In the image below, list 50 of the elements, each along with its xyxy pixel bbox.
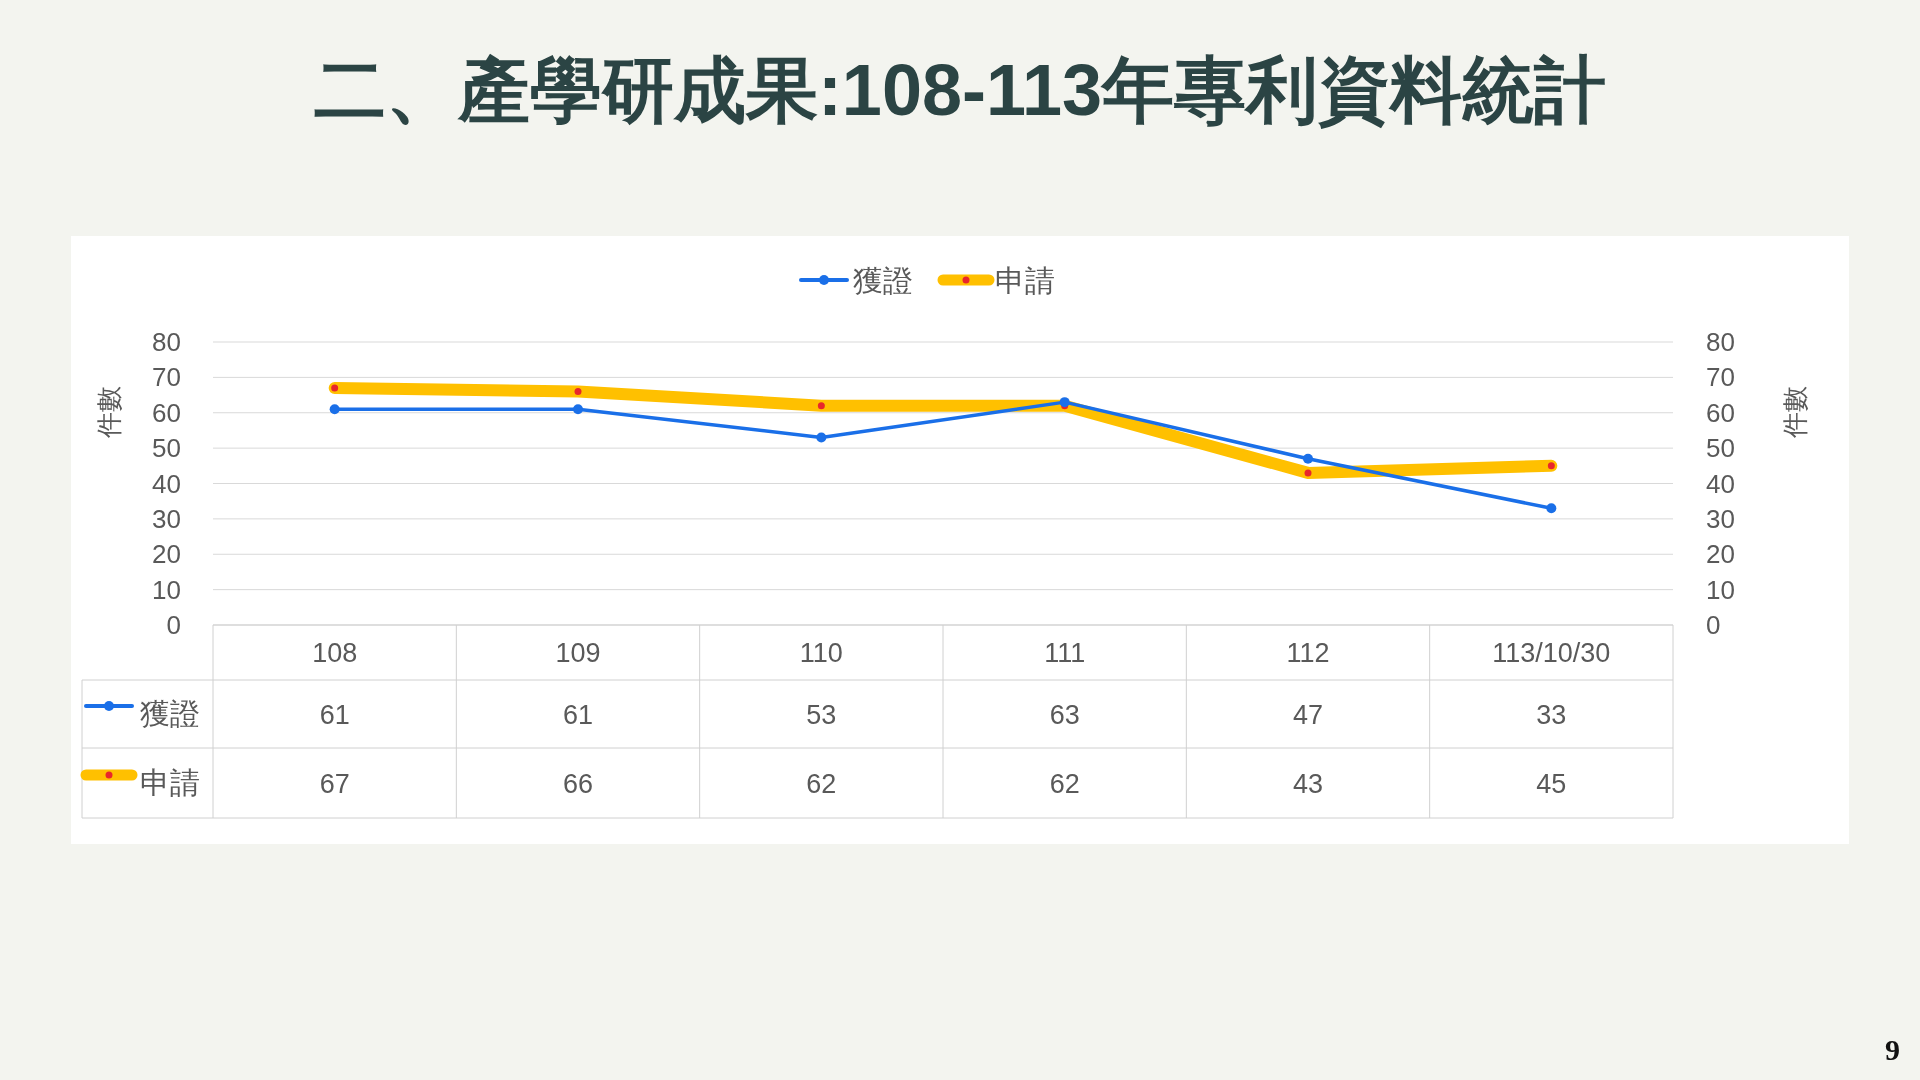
point: [1546, 503, 1557, 514]
data-label: 67: [319, 769, 350, 799]
y-tick-label: 60: [152, 397, 181, 428]
x-tick-label: 111: [1044, 638, 1086, 668]
y2-tick-label: 60: [1706, 397, 1735, 428]
legend-label: 申請: [995, 263, 1055, 298]
data-label: 62: [806, 769, 837, 799]
point: [1303, 453, 1313, 464]
y2-tick-label: 30: [1706, 503, 1735, 534]
y-tick-label: 70: [152, 362, 181, 393]
text: 申請: [140, 765, 200, 800]
x-tick-label: 113/10/30: [1492, 638, 1611, 668]
legend-label: 獲證: [853, 263, 913, 298]
y2-tick-label: 80: [1706, 327, 1735, 357]
y2-tick-label: 20: [1706, 539, 1735, 570]
text: 9: [1885, 1033, 1900, 1066]
data-label: 45: [1536, 769, 1567, 799]
y-tick-label: 80: [152, 327, 181, 357]
y2-axis-title: 件數: [1780, 386, 1810, 438]
y2-tick-label: 0: [1706, 610, 1721, 640]
x-tick-label: 112: [1286, 638, 1330, 668]
data-label: 33: [1536, 700, 1567, 730]
y-tick-label: 0: [166, 610, 181, 640]
x-tick-label: 110: [799, 638, 843, 668]
y2-tick-label: 50: [1706, 433, 1735, 464]
text: 獲證: [140, 696, 200, 731]
data-label: 63: [1049, 700, 1080, 730]
data-label: 66: [562, 769, 594, 799]
data-label: 61: [319, 700, 350, 730]
point: [1059, 397, 1070, 408]
y2-tick-label: 10: [1706, 574, 1735, 605]
point: [816, 432, 827, 443]
data-label: 61: [562, 700, 594, 730]
point: [329, 404, 340, 415]
y-tick-label: 50: [152, 433, 181, 464]
data-label: 53: [806, 700, 837, 730]
y-tick-label: 40: [152, 468, 181, 499]
data-label: 47: [1292, 700, 1324, 730]
y2-tick-label: 40: [1706, 468, 1735, 499]
y-tick-label: 20: [152, 539, 181, 570]
x-tick-label: 108: [312, 638, 358, 668]
chart-title: 二、產學研成果:108-113年專利資料統計: [313, 50, 1607, 130]
y-tick-label: 10: [152, 574, 181, 605]
data-label: 62: [1049, 769, 1080, 799]
point: [573, 404, 583, 415]
y2-tick-label: 70: [1706, 362, 1735, 393]
data-label: 43: [1292, 769, 1324, 799]
y-tick-label: 30: [152, 503, 181, 534]
x-tick-label: 109: [555, 638, 601, 668]
y-axis-title: 件數: [94, 386, 124, 438]
